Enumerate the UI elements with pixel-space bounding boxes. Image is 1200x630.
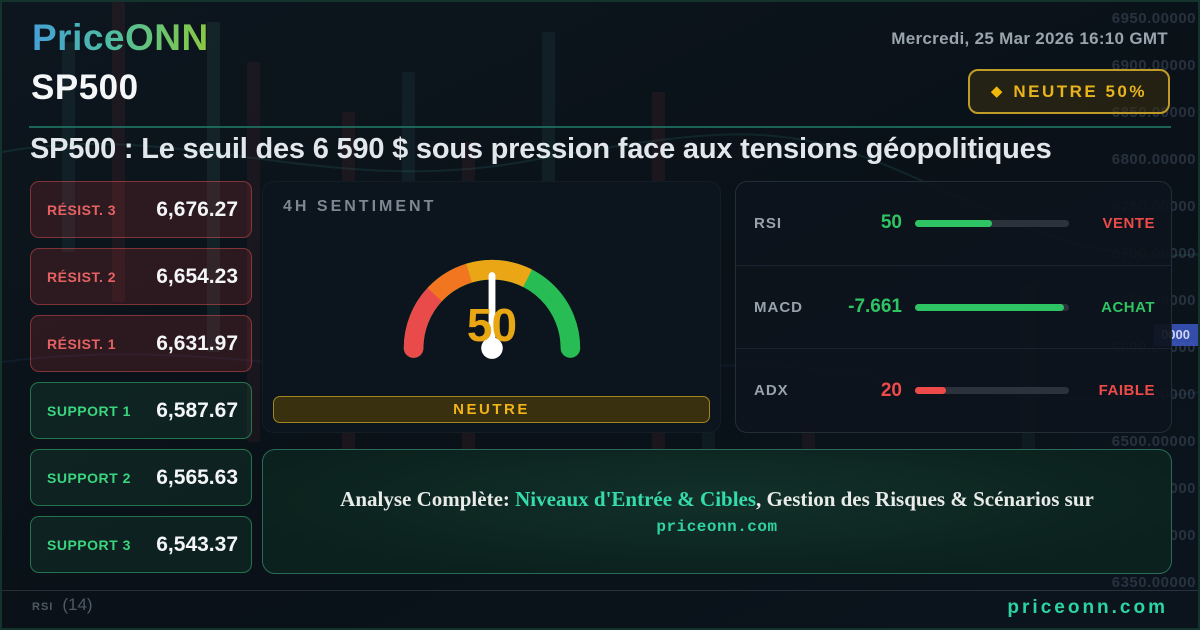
resistance-2-box: RÉSIST. 2 6,654.23	[30, 248, 252, 305]
sentiment-status-bar: NEUTRE	[273, 396, 710, 423]
diamond-icon: ◆	[990, 83, 1003, 100]
indicator-name: MACD	[754, 298, 803, 316]
background-rsi-label: RSI (14)	[32, 595, 93, 615]
indicator-name: ADX	[754, 382, 789, 400]
indicator-signal: ACHAT	[1101, 298, 1155, 316]
indicator-row-adx: ADX 20 FAIBLE	[736, 349, 1171, 432]
indicator-value: -7.661	[848, 296, 902, 317]
level-value: 6,587.67	[156, 398, 238, 422]
level-label: SUPPORT 3	[47, 536, 131, 553]
gauge-arc	[403, 259, 580, 359]
indicator-bar-fill	[915, 303, 1065, 311]
cta-text: Analyse Complète: Niveaux d'Entrée & Cib…	[303, 487, 1131, 537]
cta-middle: , Gestion des Risques & Scénarios sur	[756, 486, 1094, 511]
header-divider	[29, 126, 1171, 128]
indicator-bar-fill	[915, 219, 992, 227]
support-2-box: SUPPORT 2 6,565.63	[30, 449, 252, 506]
support-1-box: SUPPORT 1 6,587.67	[30, 382, 252, 439]
indicator-value: 20	[880, 379, 902, 401]
sentiment-gauge	[263, 250, 720, 360]
level-label: SUPPORT 2	[47, 469, 131, 486]
sentiment-status-label: NEUTRE	[453, 401, 530, 418]
indicator-name: RSI	[754, 214, 783, 232]
headline: SP500 : Le seuil des 6 590 $ sous pressi…	[30, 133, 1052, 165]
cta-site-link[interactable]: priceonn.com	[656, 517, 778, 536]
cta-highlight: Niveaux d'Entrée & Cibles	[515, 486, 757, 511]
level-label: SUPPORT 1	[47, 402, 131, 419]
levels-column: RÉSIST. 3 6,676.27 RÉSIST. 2 6,654.23 RÉ…	[30, 181, 252, 583]
indicator-signal: VENTE	[1102, 214, 1155, 232]
level-label: RÉSIST. 2	[47, 268, 117, 285]
brand-logo: PriceONN	[32, 17, 209, 58]
indicator-bar	[915, 387, 1069, 395]
indicator-row-rsi: RSI 50 VENTE	[736, 182, 1171, 266]
footer-website-link[interactable]: priceonn.com	[1007, 597, 1168, 618]
gauge-value: 50	[466, 299, 517, 351]
level-value: 6,543.37	[156, 532, 238, 556]
sentiment-badge: ◆ NEUTRE 50%	[967, 69, 1170, 114]
indicator-signal: FAIBLE	[1098, 382, 1155, 400]
indicators-panel: RSI 50 VENTE MACD -7.661 ACHAT ADX 20 FA…	[735, 181, 1172, 433]
level-label: RÉSIST. 3	[47, 201, 117, 218]
indicator-value: 50	[880, 212, 902, 234]
sentiment-panel: 4H SENTIMENT 50 NEUTRE	[262, 181, 721, 433]
cta-prefix: Analyse Complète:	[340, 486, 516, 511]
sentiment-badge-label: NEUTRE 50%	[1013, 81, 1147, 101]
instrument-symbol: SP500	[31, 68, 139, 107]
rsi-indicator-period: (14)	[62, 595, 93, 614]
indicator-bar-fill	[915, 387, 946, 395]
level-value: 6,676.27	[156, 197, 238, 221]
indicator-bar	[915, 303, 1069, 311]
rsi-indicator-label: RSI	[32, 601, 54, 613]
resistance-3-box: RÉSIST. 3 6,676.27	[30, 181, 252, 238]
level-value: 6,654.23	[156, 264, 238, 288]
resistance-1-box: RÉSIST. 1 6,631.97	[30, 315, 252, 372]
level-value: 6,631.97	[156, 331, 238, 355]
indicator-bar	[915, 219, 1069, 227]
support-3-box: SUPPORT 3 6,543.37	[30, 516, 252, 573]
gauge-needle-pivot	[480, 337, 503, 359]
indicator-row-macd: MACD -7.661 ACHAT	[736, 266, 1171, 350]
cta-banner: Analyse Complète: Niveaux d'Entrée & Cib…	[262, 449, 1172, 574]
timestamp: Mercredi, 25 Mar 2026 16:10 GMT	[891, 29, 1168, 48]
level-label: RÉSIST. 1	[47, 335, 117, 352]
level-value: 6,565.63	[156, 465, 238, 489]
sentiment-panel-title: 4H SENTIMENT	[283, 198, 437, 215]
footer-divider	[2, 590, 1198, 591]
